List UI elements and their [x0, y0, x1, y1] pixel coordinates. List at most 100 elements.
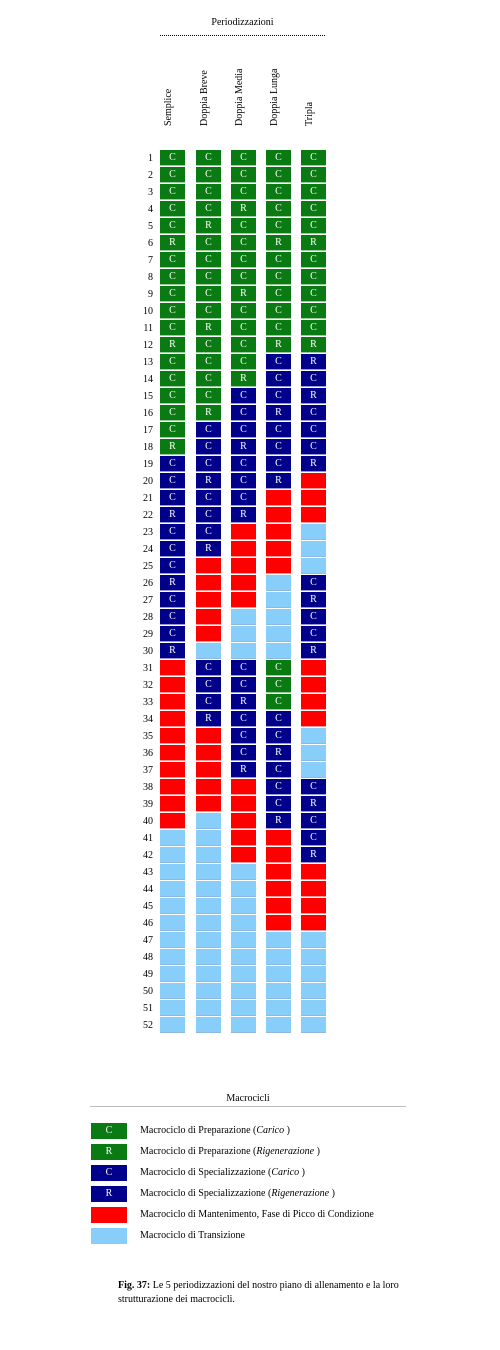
week-cell	[160, 949, 185, 965]
week-cell	[196, 813, 221, 829]
week-cell	[196, 796, 221, 812]
week-cell	[301, 541, 326, 557]
week-number: 1	[148, 153, 153, 164]
week-cell	[231, 915, 256, 931]
week-cell: C	[231, 422, 256, 438]
week-cell	[266, 881, 291, 897]
week-cell: C	[301, 320, 326, 336]
week-cell	[301, 524, 326, 540]
week-cell: C	[231, 337, 256, 353]
week-cell: C	[160, 422, 185, 438]
week-cell	[231, 592, 256, 608]
week-cell: R	[301, 354, 326, 370]
week-cell: R	[196, 473, 221, 489]
week-cell	[266, 949, 291, 965]
week-cell: R	[160, 337, 185, 353]
column-header-label: Doppia Lunga	[269, 68, 280, 127]
week-number: 31	[143, 663, 153, 674]
week-cell: R	[301, 337, 326, 353]
week-cell	[266, 966, 291, 982]
week-cell: C	[266, 286, 291, 302]
week-number: 22	[143, 510, 153, 521]
week-cell: C	[160, 405, 185, 421]
week-cell: C	[160, 354, 185, 370]
week-number: 20	[143, 476, 153, 487]
week-cell: R	[301, 456, 326, 472]
week-cell	[196, 575, 221, 591]
week-cell	[160, 932, 185, 948]
week-cell	[266, 541, 291, 557]
week-cell: C	[160, 456, 185, 472]
week-cell	[196, 762, 221, 778]
week-cell: C	[266, 167, 291, 183]
week-number: 13	[143, 357, 153, 368]
week-number: 43	[143, 867, 153, 878]
week-cell: C	[196, 167, 221, 183]
week-cell: R	[266, 405, 291, 421]
legend-label: Macrociclo di Transizione	[140, 1230, 245, 1241]
chart-title-rule	[160, 35, 325, 36]
week-cell: C	[301, 201, 326, 217]
legend-swatch	[91, 1228, 127, 1244]
week-cell: C	[160, 201, 185, 217]
week-cell: C	[196, 677, 221, 693]
week-cell: C	[160, 218, 185, 234]
week-cell: C	[266, 762, 291, 778]
week-cell: C	[160, 558, 185, 574]
week-cell	[301, 1017, 326, 1033]
chart-title: Periodizzazioni	[211, 17, 274, 28]
week-number: 32	[143, 680, 153, 691]
week-number: 47	[143, 935, 153, 946]
week-cell: R	[231, 439, 256, 455]
week-cell	[196, 830, 221, 846]
week-cell	[160, 813, 185, 829]
week-number: 18	[143, 442, 153, 453]
week-number: 8	[148, 272, 153, 283]
week-cell: C	[266, 150, 291, 166]
week-cell	[301, 1000, 326, 1016]
week-cell: R	[266, 235, 291, 251]
week-cell: C	[266, 201, 291, 217]
week-cell: C	[266, 218, 291, 234]
week-number: 42	[143, 850, 153, 861]
week-cell	[160, 677, 185, 693]
week-cell: R	[160, 575, 185, 591]
week-cell: R	[231, 762, 256, 778]
week-cell: C	[231, 320, 256, 336]
week-cell: C	[160, 320, 185, 336]
week-cell	[266, 626, 291, 642]
week-cell	[196, 728, 221, 744]
week-number: 19	[143, 459, 153, 470]
week-cell: C	[196, 150, 221, 166]
week-cell	[196, 983, 221, 999]
column-header-4: Tripla	[301, 60, 329, 126]
week-cell: C	[160, 609, 185, 625]
week-cell: C	[266, 422, 291, 438]
week-cell	[266, 575, 291, 591]
week-cell	[301, 558, 326, 574]
week-number: 36	[143, 748, 153, 759]
week-cell	[231, 524, 256, 540]
week-cell: R	[231, 286, 256, 302]
week-cell: C	[301, 184, 326, 200]
week-cell: C	[301, 405, 326, 421]
week-cell: C	[196, 439, 221, 455]
legend-label: Macrociclo di Preparazione (Carico )	[140, 1125, 290, 1136]
week-cell	[266, 643, 291, 659]
week-cell: C	[301, 371, 326, 387]
week-cell: C	[266, 677, 291, 693]
week-cell	[266, 1000, 291, 1016]
week-cell	[231, 1000, 256, 1016]
week-number: 41	[143, 833, 153, 844]
week-cell: C	[231, 269, 256, 285]
week-cell	[266, 524, 291, 540]
week-cell: C	[231, 184, 256, 200]
week-cell	[160, 1017, 185, 1033]
week-cell	[196, 847, 221, 863]
week-cell	[301, 728, 326, 744]
legend-swatch	[91, 1207, 127, 1223]
week-cell: C	[160, 490, 185, 506]
week-number: 45	[143, 901, 153, 912]
week-cell: R	[301, 796, 326, 812]
week-cell: C	[196, 201, 221, 217]
